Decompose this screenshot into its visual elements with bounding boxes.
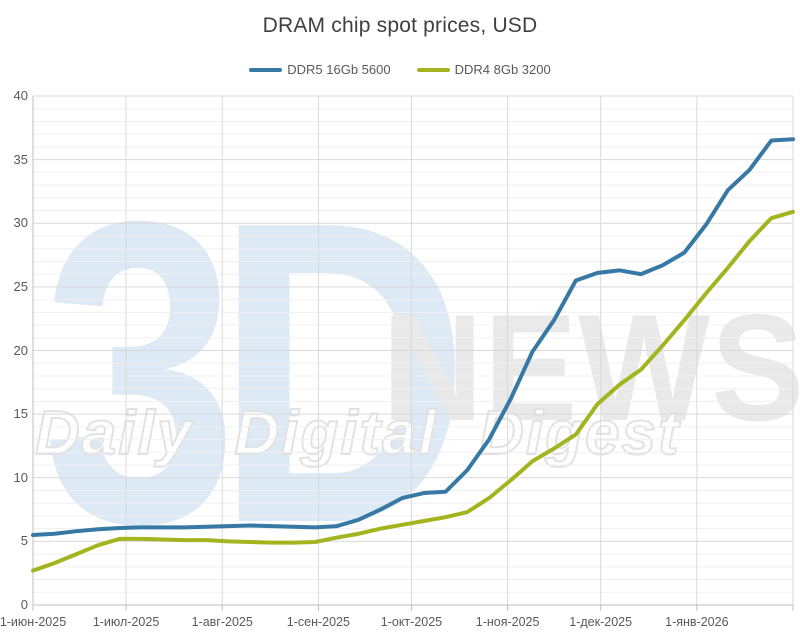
x-tick-label: 1-авг-2025	[191, 615, 253, 629]
series-line-ddr5	[31, 137, 795, 538]
x-tick-label: 1-июн-2025	[0, 615, 67, 629]
x-tick-label: 1-янв-2026	[665, 615, 729, 629]
y-tick-label: 20	[13, 342, 28, 358]
x-tick-label: 1-окт-2025	[380, 615, 443, 629]
x-tick-label: 1-сен-2025	[286, 615, 350, 629]
legend-item-ddr5: DDR5 16Gb 5600	[249, 62, 391, 77]
y-tick-label: 10	[13, 469, 28, 485]
y-tick-label: 15	[13, 406, 28, 422]
y-tick-label: 5	[20, 533, 28, 549]
chart-legend: DDR5 16Gb 5600 DDR4 8Gb 3200	[0, 62, 800, 77]
y-tick-label: 25	[13, 278, 28, 294]
series-line-ddr4	[31, 209, 795, 573]
ddr4-line-swatch-icon	[416, 67, 450, 72]
watermark-daily-digital-digest: Daily Digital Digest	[34, 399, 681, 468]
ddr5-line-swatch-icon	[249, 67, 283, 72]
x-tick-label: 1-ноя-2025	[475, 615, 540, 629]
y-tick-label: 35	[13, 151, 28, 167]
watermark-news-text: NEWS	[382, 283, 800, 453]
x-tick-label: 1-июл-2025	[92, 615, 160, 629]
legend-label-ddr5: DDR5 16Gb 5600	[287, 62, 391, 77]
chart-title: DRAM chip spot prices, USD	[262, 14, 538, 37]
y-tick-label: 30	[13, 215, 28, 231]
x-tick-label: 1-дек-2025	[569, 615, 633, 629]
y-tick-label: 0	[20, 597, 28, 612]
y-tick-label: 40	[13, 88, 28, 103]
legend-item-ddr4: DDR4 8Gb 3200	[416, 62, 551, 77]
legend-label-ddr4: DDR4 8Gb 3200	[454, 62, 551, 77]
